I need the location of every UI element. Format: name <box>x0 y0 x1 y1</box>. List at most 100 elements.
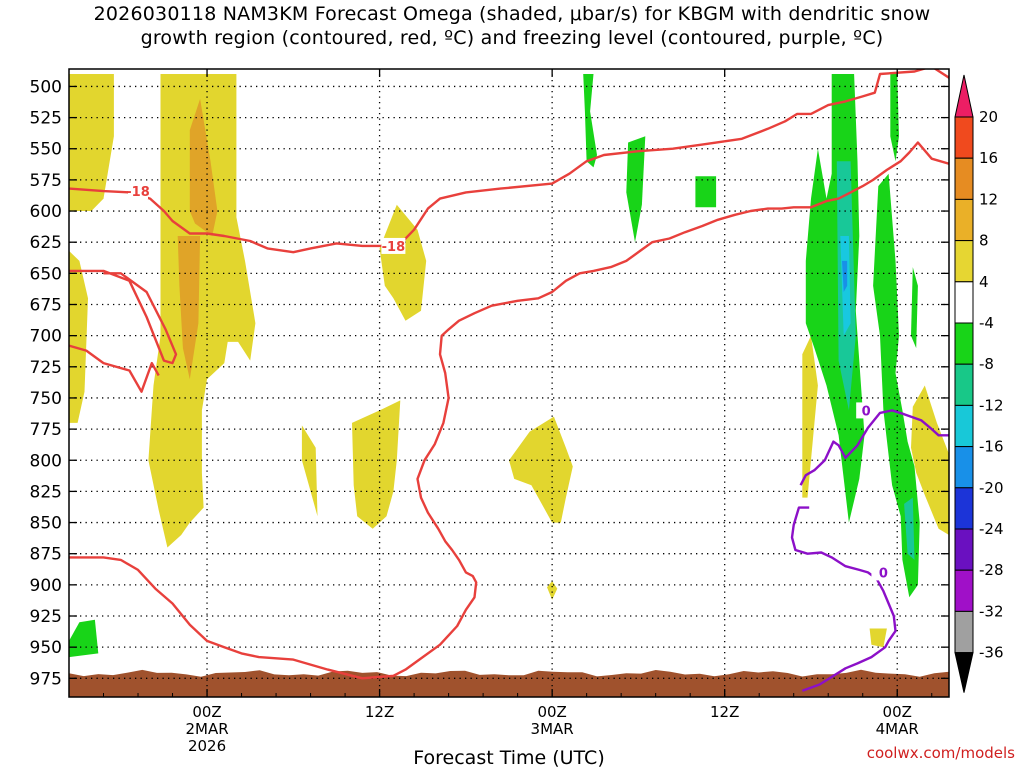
freezing-contour-label: 0 <box>862 404 871 419</box>
x-tick-label: 00Z <box>192 703 221 721</box>
colorbar-band <box>954 610 974 654</box>
omega-region-ascent-7 <box>547 581 558 600</box>
colorbar-tick-label: 16 <box>979 149 998 167</box>
colorbar-tick-label: -12 <box>979 396 1004 414</box>
y-tick-label-925: 925 <box>30 607 62 627</box>
colorbar-band <box>954 528 974 571</box>
colorbar-top-arrow <box>954 74 974 118</box>
x-tick-label: 2MAR <box>185 720 228 738</box>
colorbar-tick-label: -20 <box>979 479 1004 497</box>
omega-region-ascent-6 <box>509 416 573 523</box>
colorbar-tick-label: -8 <box>979 355 994 373</box>
colorbar-tick-label: -4 <box>979 314 994 332</box>
y-tick-label-775: 775 <box>30 420 62 440</box>
dgz-contour-2 <box>69 344 160 393</box>
omega-region-descent-15 <box>695 176 717 208</box>
colorbar-band <box>954 198 974 242</box>
x-axis-label: Forecast Time (UTC) <box>413 747 604 768</box>
y-tick-label-650: 650 <box>30 264 62 284</box>
omega-region-ascent-10 <box>911 385 949 535</box>
terrain-ground <box>69 669 949 697</box>
dgz-contour-label: -18 <box>382 240 406 255</box>
colorbar-tick-label: 4 <box>979 273 989 291</box>
y-tick-label-850: 850 <box>30 514 62 534</box>
omega-region-descent-17 <box>873 173 920 598</box>
colorbar-band <box>954 116 974 159</box>
colorbar-band <box>954 363 974 406</box>
y-tick-label-900: 900 <box>30 576 62 596</box>
omega-region-ascent-12 <box>177 236 201 380</box>
dgz-contour-label-bg <box>381 237 406 254</box>
colorbar-tick-label: -24 <box>979 520 1004 538</box>
plot-frame <box>68 68 950 698</box>
colorbar-tick-label: -16 <box>979 438 1004 456</box>
y-tick-label-825: 825 <box>30 482 62 502</box>
y-tick-label-625: 625 <box>30 233 62 253</box>
colorbar-band <box>954 404 974 448</box>
x-tick-label: 3MAR <box>531 720 574 738</box>
omega-region-descent-19 <box>911 267 918 349</box>
chart-title-line-2: growth region (contoured, red, ºC) and f… <box>140 27 884 49</box>
omega-region-ascent-11 <box>189 98 218 237</box>
freezing-contour-1 <box>799 409 949 486</box>
omega-region-ascent-9 <box>869 628 887 648</box>
omega-region-ascent-8 <box>802 335 818 498</box>
colorbar-band <box>954 569 974 612</box>
freezing-contour-label-bg <box>871 564 896 581</box>
colorbar-tick-label: -32 <box>979 602 1004 620</box>
y-tick-label-725: 725 <box>30 358 62 378</box>
omega-region-descent-23 <box>904 497 915 560</box>
colorbar-band <box>954 281 974 324</box>
omega-region-descent-25 <box>842 260 848 292</box>
omega-region-descent-13 <box>583 74 597 168</box>
colorbar-band <box>954 157 974 200</box>
y-tick-label-500: 500 <box>30 77 62 97</box>
y-tick-label-550: 550 <box>30 140 62 160</box>
y-tick-label-575: 575 <box>30 171 62 191</box>
freezing-contour-0 <box>790 506 897 692</box>
omega-region-descent-14 <box>626 136 646 243</box>
colorbar-tick-label: 20 <box>979 108 998 126</box>
y-tick-label-600: 600 <box>30 202 62 222</box>
omega-region-descent-21 <box>69 619 99 658</box>
colorbar-band <box>954 487 974 530</box>
x-tick-label: 4MAR <box>876 720 919 738</box>
colorbar-band <box>954 446 974 489</box>
y-tick-label-975: 975 <box>30 669 62 689</box>
colorbar-bottom-arrow <box>954 652 974 693</box>
x-tick-label: 00Z <box>883 703 912 721</box>
freezing-contour-label-bg <box>856 402 877 419</box>
dgz-contour-3 <box>69 141 949 680</box>
omega-region-ascent-1 <box>69 250 88 423</box>
colorbar-band <box>954 322 974 365</box>
dgz-contour-0 <box>69 69 949 254</box>
freezing-contour-label: 0 <box>879 566 888 581</box>
colorbar: 20 16 12 8 4 -4 -8 -12 -16 -20 -24 -28 -32 -36 <box>954 74 1004 693</box>
x-tick-label: 12Z <box>710 703 739 721</box>
colorbar-band <box>954 240 974 283</box>
y-tick-label-700: 700 <box>30 327 62 347</box>
x-tick-label: 12Z <box>365 703 394 721</box>
credit-text: coolwx.com/models <box>867 744 1015 762</box>
colorbar-tick-label: 8 <box>979 232 989 250</box>
y-tick-label-750: 750 <box>30 389 62 409</box>
y-tick-label-525: 525 <box>30 109 62 129</box>
x-tick-label: 2026 <box>188 737 226 755</box>
omega-region-ascent-5 <box>352 400 401 529</box>
dgz-contour-label: -18 <box>126 185 150 200</box>
omega-region-ascent-3 <box>301 425 318 517</box>
dgz-contour-1 <box>69 269 178 365</box>
x-tick-label: 00Z <box>537 703 566 721</box>
y-tick-label-950: 950 <box>30 638 62 658</box>
colorbar-tick-label: 12 <box>979 190 998 208</box>
y-tick-label-675: 675 <box>30 296 62 316</box>
omega-region-ascent-2 <box>148 74 256 548</box>
y-tick-label-800: 800 <box>30 451 62 471</box>
omega-region-descent-16 <box>805 74 865 523</box>
colorbar-tick-label: -28 <box>979 561 1004 579</box>
omega-region-ascent-0 <box>69 74 114 211</box>
colorbar-tick-label: -36 <box>979 644 1004 662</box>
dgz-contour-label-bg <box>128 183 149 200</box>
omega-region-ascent-4 <box>379 204 427 321</box>
